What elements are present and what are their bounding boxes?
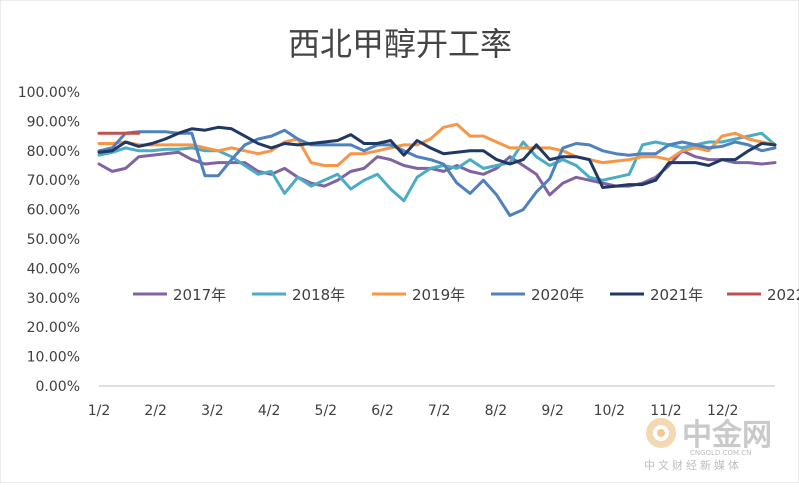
legend-label: 2022年: [767, 286, 799, 304]
x-tick-label: 8/2: [485, 403, 508, 419]
x-tick-label: 1/2: [88, 403, 111, 419]
y-tick-label: 60.00%: [27, 203, 80, 219]
chart-title: 西北甲醇开工率: [288, 25, 512, 63]
x-tick-label: 7/2: [428, 403, 451, 419]
y-tick-label: 40.00%: [27, 261, 80, 277]
watermark: 中金网 CNGOLD.COM.CN 中文财经新媒体: [644, 418, 772, 472]
legend-label: 2021年: [650, 286, 703, 304]
y-tick-label: 0.00%: [36, 379, 80, 395]
series-line-2021: [97, 125, 777, 189]
y-tick-label: 80.00%: [27, 144, 80, 160]
legend: 2017年 2018年 2019年 2020年 2021年 2022年: [133, 286, 799, 304]
x-axis-labels: 1/2 2/2 3/2 4/2 5/2 6/2 7/2 8/2 9/2 10/2 11/2 12/2: [88, 403, 739, 419]
y-tick-label: 70.00%: [27, 173, 80, 189]
x-tick-label: 12/2: [707, 403, 738, 419]
y-tick-label: 90.00%: [27, 114, 80, 130]
legend-label: 2019年: [412, 286, 465, 304]
x-tick-label: 2/2: [144, 403, 167, 419]
watermark-slogan: 中文财经新媒体: [644, 458, 742, 472]
x-tick-label: 5/2: [315, 403, 338, 419]
x-tick-label: 4/2: [258, 403, 281, 419]
series-line-2020: [97, 128, 777, 217]
legend-label: 2020年: [531, 286, 584, 304]
y-tick-label: 100.00%: [18, 85, 80, 101]
x-tick-label: 3/2: [201, 403, 224, 419]
series-lines: [97, 122, 777, 217]
legend-label: 2017年: [173, 286, 226, 304]
x-tick-label: 6/2: [371, 403, 394, 419]
x-tick-label: 11/2: [650, 403, 681, 419]
y-axis-labels: 0.00% 10.00% 20.00% 30.00% 40.00% 50.00% 60.00…: [18, 85, 80, 395]
watermark-logo-core: [657, 429, 665, 437]
y-tick-label: 50.00%: [27, 232, 80, 248]
watermark-brand: 中金网: [682, 418, 772, 453]
y-tick-label: 30.00%: [27, 291, 80, 307]
y-tick-label: 20.00%: [27, 320, 80, 336]
x-tick-label: 9/2: [541, 403, 564, 419]
series-line-2019: [97, 122, 777, 167]
legend-label: 2018年: [292, 286, 345, 304]
x-tick-label: 10/2: [594, 403, 625, 419]
y-tick-label: 10.00%: [27, 350, 80, 366]
watermark-url: CNGOLD.COM.CN: [690, 449, 751, 457]
